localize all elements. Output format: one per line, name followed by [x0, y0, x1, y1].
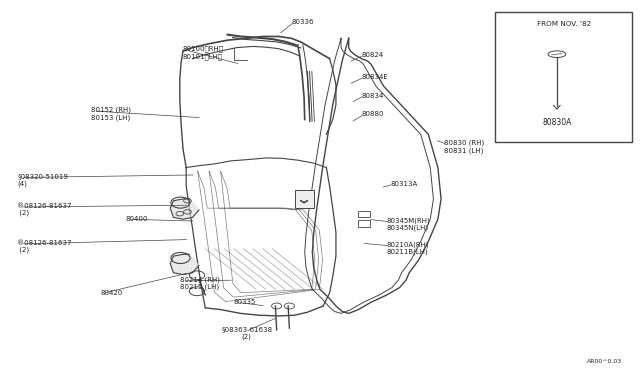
Text: 80335: 80335	[234, 299, 257, 305]
Bar	[495, 13, 632, 142]
Text: 80313A: 80313A	[390, 181, 417, 187]
Text: 80880: 80880	[362, 111, 384, 117]
Text: 80152 (RH)
80153 (LH): 80152 (RH) 80153 (LH)	[91, 107, 131, 121]
Text: §08320-51019
(4): §08320-51019 (4)	[17, 173, 68, 187]
Text: AR00^0.03: AR00^0.03	[588, 359, 623, 364]
Text: ®08126-81637
 (2): ®08126-81637 (2)	[17, 203, 72, 216]
Bar	[358, 220, 370, 227]
Polygon shape	[170, 199, 199, 219]
Text: 80214 (RH)
80215 (LH): 80214 (RH) 80215 (LH)	[180, 276, 220, 291]
Text: 80400: 80400	[125, 216, 148, 222]
Bar	[358, 211, 370, 217]
Bar	[294, 190, 314, 208]
Text: 80345M(RH)
80345N(LH): 80345M(RH) 80345N(LH)	[387, 217, 431, 231]
Text: 80336: 80336	[291, 19, 314, 25]
Polygon shape	[170, 254, 199, 275]
Text: 80824: 80824	[362, 52, 383, 58]
Text: 80100〈RH〉
80101〈LH〉: 80100〈RH〉 80101〈LH〉	[183, 46, 224, 60]
Text: 80830 (RH)
80831 (LH): 80830 (RH) 80831 (LH)	[444, 140, 484, 154]
Text: §08363-61638
(2): §08363-61638 (2)	[221, 326, 272, 340]
Ellipse shape	[548, 51, 566, 58]
Text: 80834E: 80834E	[362, 74, 388, 80]
Text: 80834: 80834	[362, 93, 384, 99]
Text: FROM NOV. '82: FROM NOV. '82	[536, 20, 591, 26]
Text: 80210A(RH)
80211B(LH): 80210A(RH) 80211B(LH)	[387, 241, 429, 256]
Text: ®08126-81637
 (2): ®08126-81637 (2)	[17, 240, 72, 253]
Text: 80830A: 80830A	[542, 118, 572, 127]
Text: 80420: 80420	[100, 290, 122, 296]
